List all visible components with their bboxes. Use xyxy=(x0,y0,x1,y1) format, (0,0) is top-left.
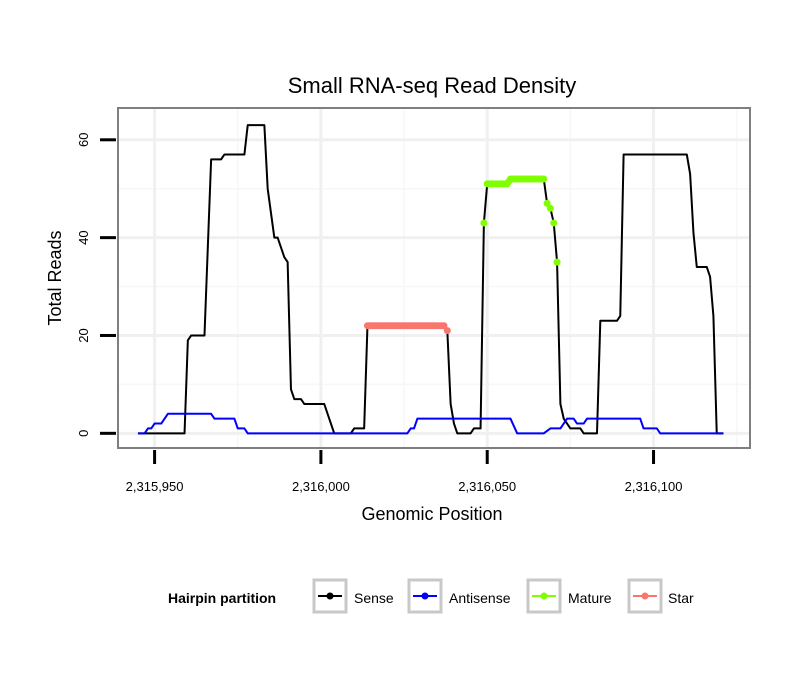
data-point-mature xyxy=(540,175,548,183)
legend-item-mature: Mature xyxy=(526,578,612,614)
series-line-antisense xyxy=(137,412,724,435)
y-tick-label: 20 xyxy=(76,328,91,342)
legend-title: Hairpin partition xyxy=(168,590,276,606)
y-axis-title: Total Reads xyxy=(45,230,65,325)
data-point-mature xyxy=(550,219,558,227)
series-layer xyxy=(137,124,724,435)
data-point-mature xyxy=(546,204,554,212)
legend-label-sense: Sense xyxy=(354,590,394,606)
x-tick-label: 2,316,100 xyxy=(625,479,683,494)
x-tick-label: 2,316,000 xyxy=(292,479,350,494)
x-tick-label: 2,315,950 xyxy=(126,479,184,494)
legend-label-star: Star xyxy=(668,590,694,606)
data-point-mature xyxy=(553,258,561,266)
data-point-star xyxy=(440,322,448,330)
y-axis: 0 20 40 60 xyxy=(76,133,116,437)
grid-lines xyxy=(118,108,750,448)
legend-dot-antisense xyxy=(421,592,429,600)
legend-label-antisense: Antisense xyxy=(449,590,511,606)
chart-title: Small RNA-seq Read Density xyxy=(288,73,577,98)
legend-dot-mature xyxy=(540,592,548,600)
legend-label-mature: Mature xyxy=(568,590,612,606)
legend-dot-sense xyxy=(326,592,334,600)
data-point-mature xyxy=(543,199,551,207)
legend-dot-star xyxy=(641,592,649,600)
y-tick-label: 0 xyxy=(76,430,91,437)
x-tick-label: 2,316,050 xyxy=(458,479,516,494)
plot-border xyxy=(117,107,751,449)
plot-background xyxy=(118,108,750,448)
x-axis: 2,315,950 2,316,000 2,316,050 2,316,100 xyxy=(126,450,683,494)
x-axis-title: Genomic Position xyxy=(361,504,502,524)
y-tick-label: 40 xyxy=(76,230,91,244)
legend-item-star: Star xyxy=(627,578,694,614)
legend-item-sense: Sense xyxy=(312,578,394,614)
legend: Hairpin partition Sense Antisense Mature… xyxy=(168,578,694,614)
data-point-star xyxy=(443,327,451,335)
series-line-sense xyxy=(137,124,724,435)
legend-item-antisense: Antisense xyxy=(407,578,511,614)
data-point-mature xyxy=(480,219,488,227)
y-tick-label: 60 xyxy=(76,133,91,147)
